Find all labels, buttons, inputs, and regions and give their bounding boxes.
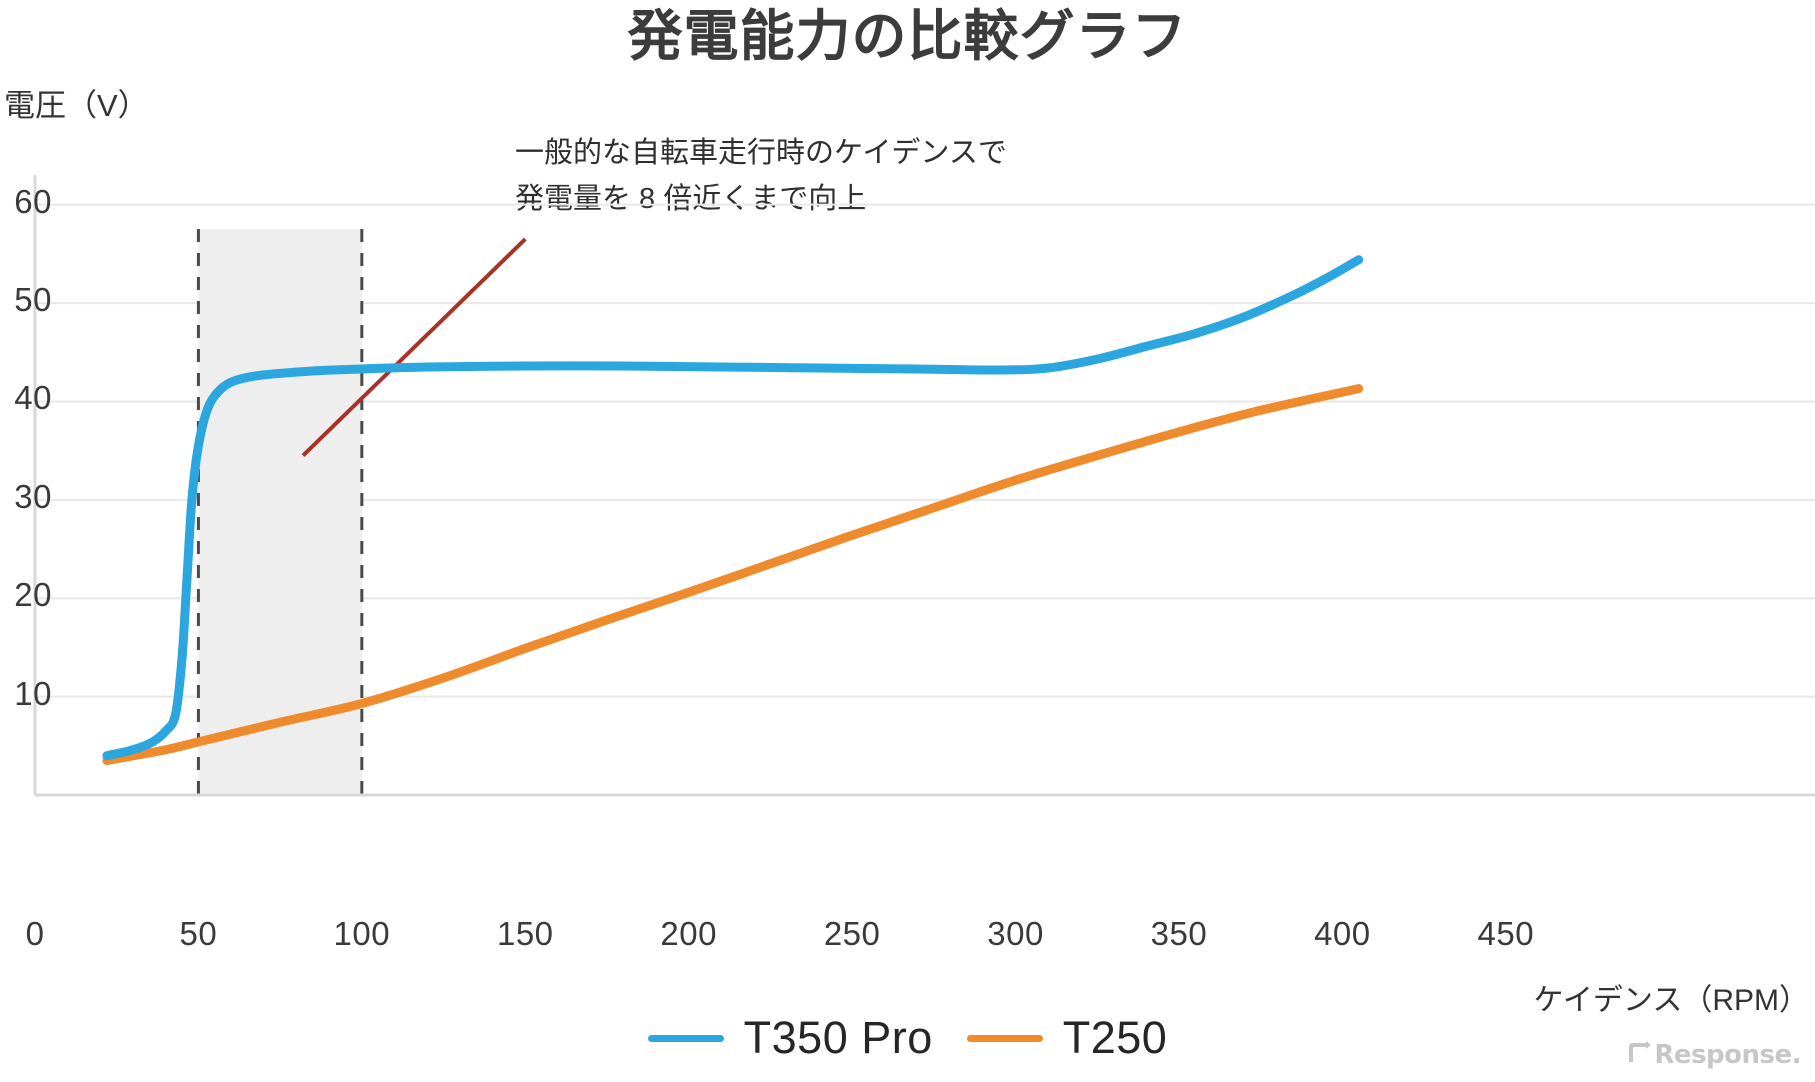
page-title: 発電能力の比較グラフ [627,5,1188,67]
x-tick-label: 50 [179,915,218,952]
series-line-t350-pro [102,255,1364,761]
annotation-leader-line [301,237,527,457]
y-tick-label: 20 [14,576,52,614]
x-tick-label: 450 [1477,915,1535,952]
legend-label-t250: T250 [1062,1012,1168,1063]
y-tick-label: 50 [14,281,52,319]
x-tick-label: 0 [25,915,45,952]
series-line-t250 [102,384,1364,766]
legend-swatch-t350-pro [647,1034,724,1042]
x-tick-label: 400 [1314,915,1371,952]
watermark-text: Response. [1654,1040,1801,1070]
y-tick-label: 40 [14,379,52,417]
response-logo-icon [1629,1041,1652,1062]
legend-item-t250[interactable]: T250 [966,1012,1168,1064]
x-tick-label: 300 [987,915,1044,952]
chart-legend: T350 Pro T250 [0,1012,1815,1064]
legend-item-t350-pro[interactable]: T350 Pro [647,1012,933,1064]
legend-label-t350-pro: T350 Pro [743,1012,933,1063]
x-tick-label: 250 [823,915,881,952]
cadence-highlight-band [198,229,362,795]
x-tick-label: 100 [333,915,391,952]
annotation-callout: 一般的な自転車走行時のケイデンスで 発電量を 8 倍近くまで向上 [515,130,1007,222]
x-tick-label: 200 [660,915,717,952]
x-axis-title: ケイデンス（RPM） [1533,984,1809,1017]
response-watermark: Response. [1626,1040,1801,1070]
y-axis-title: 電圧（V） [4,88,149,123]
y-tick-label: 10 [14,674,52,712]
annotation-line-2: 発電量を 8 倍近くまで向上 [515,183,867,215]
legend-swatch-t250 [966,1034,1043,1042]
annotation-line-1: 一般的な自転車走行時のケイデンスで [515,137,1007,169]
x-tick-label: 150 [496,915,554,952]
y-tick-label: 60 [14,182,52,220]
x-tick-label: 350 [1150,915,1208,952]
y-tick-label: 30 [14,477,52,515]
